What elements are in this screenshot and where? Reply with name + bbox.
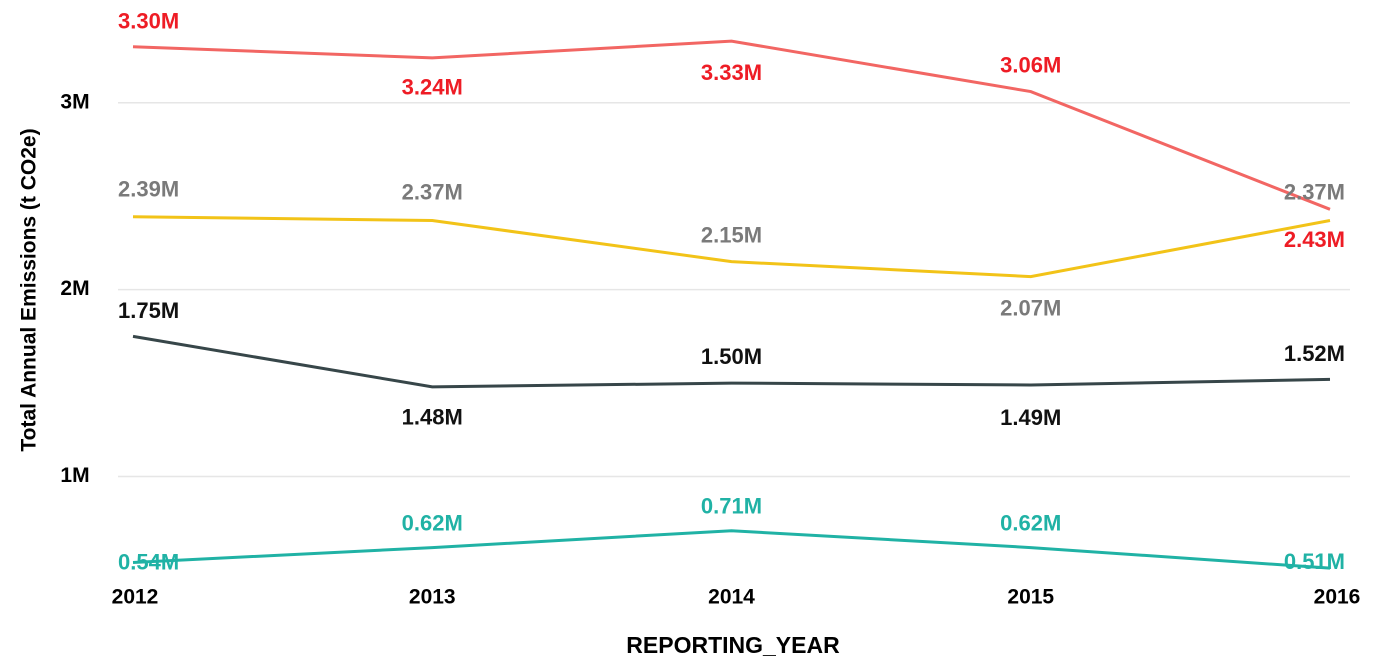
- data-label: 1.49M: [1000, 405, 1061, 430]
- data-label: 1.75M: [118, 298, 179, 323]
- data-label: 1.48M: [402, 405, 463, 430]
- series-line: [132, 529, 1331, 570]
- x-axis-title: REPORTING_YEAR: [626, 632, 840, 658]
- x-tick-label: 2012: [112, 586, 159, 609]
- data-label: 0.62M: [402, 510, 463, 535]
- data-label: 1.50M: [701, 344, 762, 369]
- data-label: 2.37M: [1284, 179, 1345, 204]
- data-label: 0.54M: [118, 549, 179, 574]
- series-line: [132, 215, 1331, 279]
- data-label: 3.33M: [701, 60, 762, 85]
- x-tick-label: 2015: [1007, 586, 1054, 609]
- x-tick-label: 2016: [1314, 586, 1361, 609]
- data-label: 3.06M: [1000, 52, 1061, 77]
- y-tick-label: 3M: [60, 90, 89, 113]
- data-label: 0.51M: [1284, 549, 1345, 574]
- data-label: 3.24M: [402, 75, 463, 100]
- data-label: 2.07M: [1000, 295, 1061, 320]
- data-label: 3.30M: [118, 9, 179, 34]
- data-label: 0.62M: [1000, 510, 1061, 535]
- x-tick-label: 2014: [708, 586, 755, 609]
- data-label: 2.15M: [701, 222, 762, 247]
- series-line: [132, 334, 1331, 389]
- data-label: 2.37M: [402, 179, 463, 204]
- y-axis-title: Total Annual Emissions (t CO2e): [18, 128, 41, 451]
- series-line: [132, 39, 1331, 211]
- data-label: 2.43M: [1284, 227, 1345, 252]
- y-tick-label: 2M: [60, 277, 89, 300]
- data-label: 2.39M: [118, 177, 179, 202]
- data-label: 0.71M: [701, 494, 762, 519]
- x-tick-label: 2013: [409, 586, 456, 609]
- y-tick-label: 1M: [60, 464, 89, 487]
- data-label: 1.52M: [1284, 341, 1345, 366]
